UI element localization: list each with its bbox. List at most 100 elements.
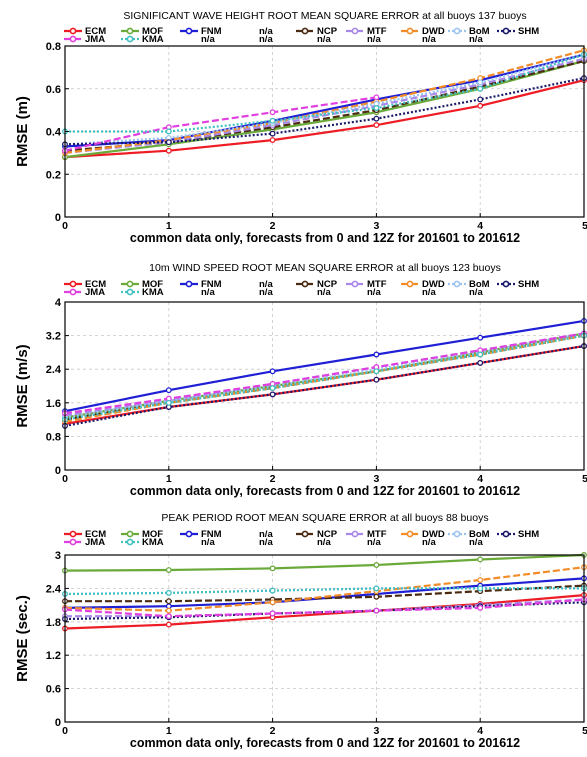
legend-swatch-marker (185, 530, 193, 538)
legend-label: ECM (85, 529, 106, 540)
data-point (269, 109, 276, 116)
y-axis-label: RMSE (sec.) (14, 595, 31, 682)
legend-swatch-marker (126, 35, 134, 43)
y-tick-label: 0.8 (46, 41, 61, 53)
legend-swatch-marker (185, 27, 193, 35)
x-tick-label: 2 (270, 220, 276, 232)
legend-label: SHM (518, 26, 539, 37)
legend-label: FNM (201, 279, 222, 290)
legend-label-na: n/a (317, 287, 331, 298)
x-tick-label: 2 (270, 473, 276, 485)
series-line (64, 332, 585, 415)
data-point (165, 598, 172, 605)
y-tick-label: 2.4 (46, 364, 62, 376)
legend-label-na: n/a (201, 34, 215, 45)
legend-swatch-marker (351, 280, 359, 288)
series-line (64, 53, 585, 148)
series-mof (62, 552, 587, 574)
legend-label: DWD (422, 279, 445, 290)
data-point (477, 79, 484, 86)
series-line (64, 332, 585, 419)
legend-label-na: n/a (367, 537, 381, 548)
data-point (165, 613, 172, 620)
y-tick-label: 0.2 (46, 169, 61, 181)
legend-label: MTF (367, 26, 387, 37)
data-point (269, 130, 276, 137)
chart-title: PEAK PERIOD ROOT MEAN SQUARE ERROR at al… (161, 512, 488, 524)
plot-frame (64, 554, 585, 723)
data-point (269, 599, 276, 606)
data-point (477, 359, 484, 366)
legend-label-na: n/a (469, 34, 483, 45)
series-line (65, 584, 585, 603)
y-tick-label: 1.8 (46, 617, 61, 629)
legend-label-na: n/a (367, 287, 381, 298)
legend-swatch-marker (126, 288, 134, 296)
data-point (269, 391, 276, 398)
data-point (477, 556, 484, 563)
legend-label-na: n/a (469, 287, 483, 298)
legend-swatch-marker (453, 27, 461, 35)
legend-swatch-marker (69, 288, 77, 296)
legend-label: JMA (85, 537, 105, 548)
x-tick-label: 0 (62, 220, 68, 232)
data-point (165, 139, 172, 146)
legend-swatch-marker (126, 538, 134, 546)
series-ecm (62, 77, 587, 161)
series-line (64, 598, 585, 618)
legend-swatch-marker (69, 538, 77, 546)
legend-label: MTF (367, 529, 387, 540)
chart-title: SIGNIFICANT WAVE HEIGHT ROOT MEAN SQUARE… (123, 10, 526, 22)
legend-label: SHM (518, 529, 539, 540)
legend-label-na: n/a (201, 537, 215, 548)
y-tick-label: 1.6 (46, 398, 61, 410)
legend-label-na: n/a (317, 537, 331, 548)
data-point (269, 587, 276, 594)
legend-label-na: n/a (201, 287, 215, 298)
chart-title: 10m WIND SPEED ROOT MEAN SQUARE ERROR at… (149, 262, 501, 274)
data-point (373, 105, 380, 111)
legend-swatch-marker (69, 280, 77, 288)
series-kma (62, 332, 587, 423)
data-point (477, 604, 484, 611)
legend-label: BoM (469, 26, 490, 37)
x-tick-label: 2 (270, 725, 276, 737)
y-tick-label: 0 (55, 212, 61, 224)
y-axis-label: RMSE (m) (14, 96, 31, 167)
legend-swatch-marker (69, 27, 77, 35)
series-line (64, 594, 585, 630)
data-point (477, 577, 484, 583)
x-tick-label: 4 (477, 725, 483, 737)
x-axis-label: common data only, forecasts from 0 and 1… (130, 231, 520, 245)
x-tick-label: 1 (166, 725, 172, 737)
chart-0: SIGNIFICANT WAVE HEIGHT ROOT MEAN SQUARE… (14, 10, 587, 245)
legend-swatch-marker (126, 530, 134, 538)
x-tick-label: 5 (582, 473, 587, 485)
legend-swatch-marker (453, 280, 461, 288)
legend-label: FNM (201, 26, 222, 37)
x-tick-label: 4 (477, 220, 483, 232)
data-point (269, 368, 276, 375)
data-point (165, 589, 172, 596)
data-point (165, 399, 172, 406)
x-tick-label: 0 (62, 725, 68, 737)
data-point (373, 376, 380, 383)
series-kma (62, 585, 587, 597)
legend-swatch-marker (351, 530, 359, 538)
legend-label: MOF (142, 529, 163, 540)
series-line (64, 96, 377, 152)
legend-label: DWD (422, 26, 445, 37)
legend-label: KMA (142, 287, 164, 298)
legend-label: BoM (469, 279, 490, 290)
data-point (477, 351, 484, 358)
x-tick-label: 0 (62, 473, 68, 485)
legend-swatch-marker (69, 530, 77, 538)
y-tick-label: 0 (55, 465, 61, 477)
legend-label-na: n/a (422, 34, 436, 45)
legend-label: BoM (469, 529, 490, 540)
legend-label: NCP (317, 26, 338, 37)
legend-label: MTF (367, 279, 387, 290)
x-axis-label: common data only, forecasts from 0 and 1… (130, 484, 520, 498)
legend-label: NCP (317, 279, 338, 290)
